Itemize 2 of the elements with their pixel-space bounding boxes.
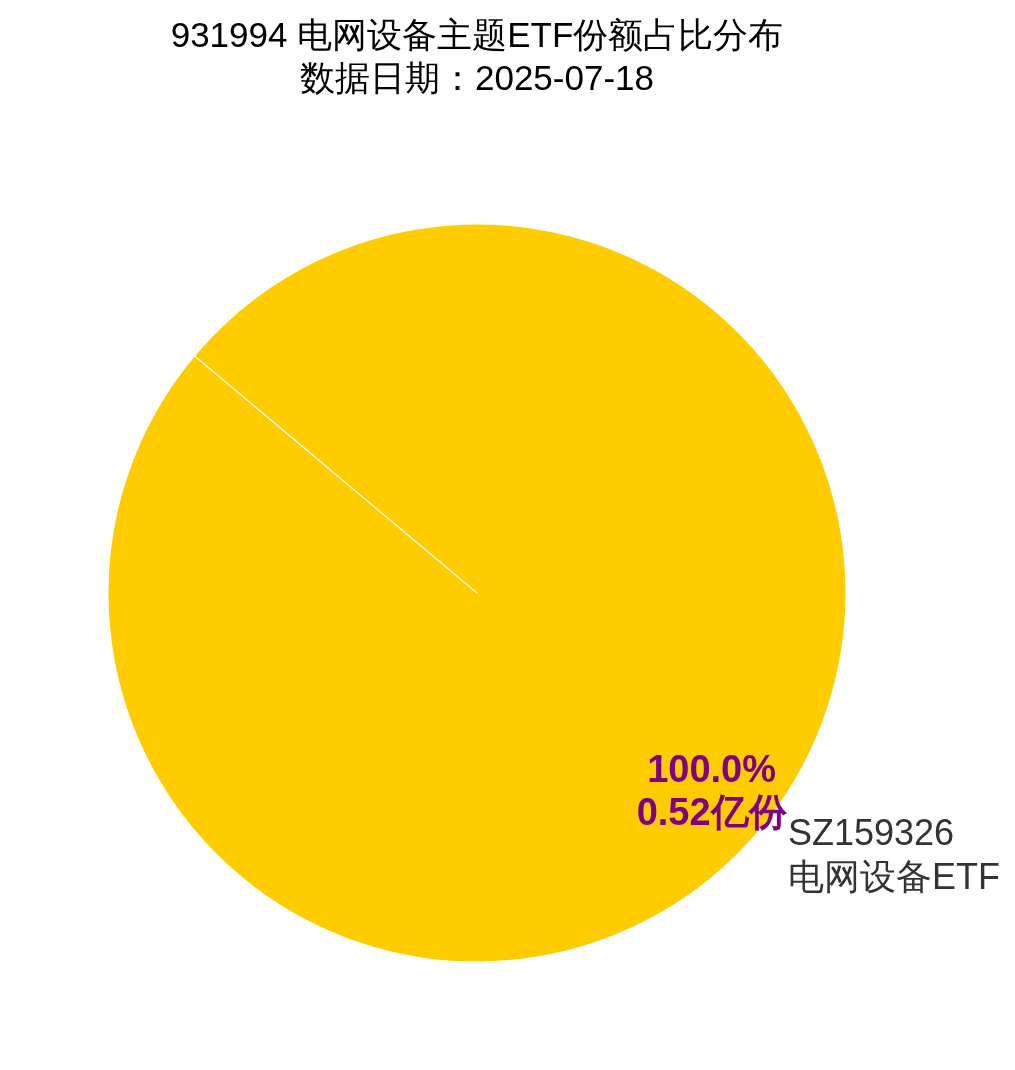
subtitle: 数据日期：2025-07-18 xyxy=(300,58,654,98)
title: 931994 电网设备主题ETF份额占比分布 xyxy=(170,15,784,55)
